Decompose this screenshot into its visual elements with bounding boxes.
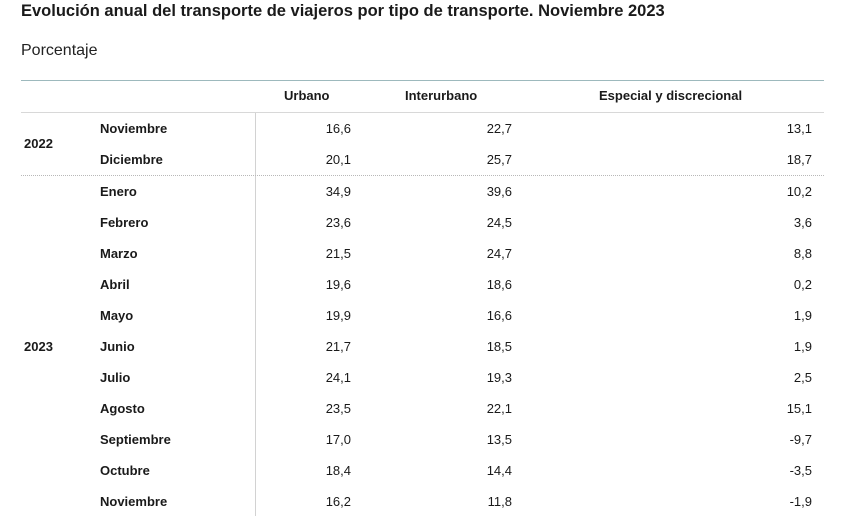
month-label: Junio <box>100 339 135 354</box>
value-urbano: 17,0 <box>325 432 351 447</box>
month-label: Julio <box>100 370 131 385</box>
value-interurbano: 24,5 <box>486 215 512 230</box>
table-row: Febrero 23,6 24,5 3,6 <box>21 207 824 238</box>
table-header: Urbano Interurbano Especial y discrecion… <box>21 81 824 113</box>
value-especial: 1,9 <box>793 339 812 354</box>
value-interurbano: 22,1 <box>486 401 512 416</box>
month-label: Abril <box>100 277 130 292</box>
month-label: Octubre <box>100 463 150 478</box>
value-urbano: 18,4 <box>325 463 351 478</box>
value-especial: 8,8 <box>793 246 812 261</box>
value-interurbano: 24,7 <box>486 246 512 261</box>
value-especial: 15,1 <box>786 401 812 416</box>
column-header-urbano: Urbano <box>284 88 330 103</box>
page-subtitle: Porcentaje <box>21 42 98 59</box>
table-row: Octubre 18,4 14,4 -3,5 <box>21 455 824 486</box>
year-label: 2022 <box>24 136 53 151</box>
table-row: Noviembre 16,2 11,8 -1,9 <box>21 486 824 517</box>
column-divider <box>255 113 256 175</box>
year-label: 2023 <box>24 338 53 354</box>
value-urbano: 16,2 <box>325 494 351 509</box>
value-especial: -1,9 <box>789 494 812 509</box>
data-table: Urbano Interurbano Especial y discrecion… <box>21 81 824 516</box>
year-group: 2022 Noviembre 16,6 22,7 13,1 Diciembre 20,1 25… <box>21 113 824 176</box>
value-urbano: 20,1 <box>325 152 351 167</box>
value-urbano: 21,7 <box>325 339 351 354</box>
header-rule <box>21 80 824 81</box>
value-urbano: 24,1 <box>325 370 351 385</box>
value-especial: 18,7 <box>786 152 812 167</box>
value-especial: -9,7 <box>789 432 812 447</box>
table-row: Noviembre 16,6 22,7 13,1 <box>21 113 824 144</box>
table-row: Diciembre 20,1 25,7 18,7 <box>21 144 824 175</box>
month-label: Agosto <box>100 401 145 416</box>
value-interurbano: 16,6 <box>486 308 512 323</box>
value-interurbano: 19,3 <box>486 370 512 385</box>
month-label: Noviembre <box>100 121 168 136</box>
value-especial: 13,1 <box>786 121 812 136</box>
value-especial: 10,2 <box>786 184 812 199</box>
value-interurbano: 13,5 <box>486 432 512 447</box>
value-interurbano: 25,7 <box>486 152 512 167</box>
value-especial: 1,9 <box>793 308 812 323</box>
value-interurbano: 11,8 <box>487 494 512 509</box>
value-urbano: 19,9 <box>325 308 351 323</box>
value-especial: 0,2 <box>793 277 812 292</box>
table-row: Septiembre 17,0 13,5 -9,7 <box>21 424 824 455</box>
table-row: Marzo 21,5 24,7 8,8 <box>21 238 824 269</box>
value-urbano: 23,5 <box>325 401 351 416</box>
value-interurbano: 18,5 <box>486 339 512 354</box>
table-row: Abril 19,6 18,6 0,2 <box>21 269 824 300</box>
table-row: Agosto 23,5 22,1 15,1 <box>21 393 824 424</box>
column-header-interurbano: Interurbano <box>405 88 478 103</box>
month-label: Marzo <box>100 246 138 261</box>
month-label: Septiembre <box>100 432 171 447</box>
value-urbano: 19,6 <box>325 277 351 292</box>
value-interurbano: 18,6 <box>486 277 512 292</box>
value-urbano: 34,9 <box>325 184 351 199</box>
value-urbano: 16,6 <box>325 121 351 136</box>
page-title: Evolución anual del transporte de viajer… <box>21 2 665 20</box>
value-urbano: 23,6 <box>325 215 351 230</box>
month-label: Diciembre <box>100 152 163 167</box>
value-urbano: 21,5 <box>325 246 351 261</box>
value-interurbano: 39,6 <box>486 184 512 199</box>
month-label: Noviembre <box>100 494 168 509</box>
table-row: Enero 34,9 39,6 10,2 <box>21 176 824 207</box>
table-row: Junio 21,7 18,5 1,9 <box>21 331 824 362</box>
value-especial: 2,5 <box>793 370 812 385</box>
table-body: 2022 Noviembre 16,6 22,7 13,1 Diciembre 20,1 25… <box>21 113 824 516</box>
month-label: Mayo <box>100 308 134 323</box>
year-group: 2023 Enero 34,9 39,6 10,2 Febrero 23,6 24,5 3,6 M… <box>21 176 824 516</box>
month-label: Febrero <box>100 215 149 230</box>
value-especial: -3,5 <box>789 463 812 478</box>
column-divider <box>255 176 256 516</box>
value-especial: 3,6 <box>793 215 812 230</box>
value-interurbano: 14,4 <box>486 463 512 478</box>
table-row: Julio 24,1 19,3 2,5 <box>21 362 824 393</box>
column-header-especial: Especial y discrecional <box>599 88 743 103</box>
month-label: Enero <box>100 184 137 199</box>
table-row: Mayo 19,9 16,6 1,9 <box>21 300 824 331</box>
value-interurbano: 22,7 <box>486 121 512 136</box>
